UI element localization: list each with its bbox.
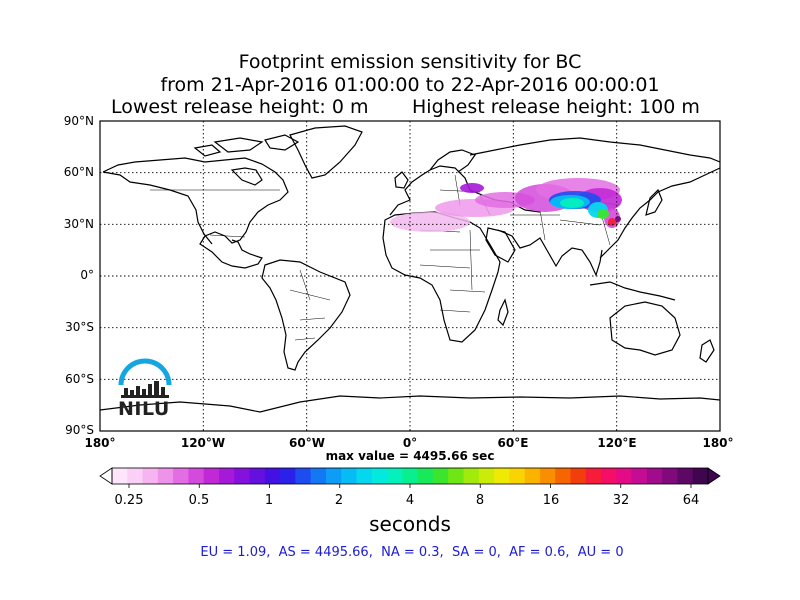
west-coast [102,171,213,245]
hudson-bay [230,167,263,186]
plume-blob [608,218,616,226]
new-zealand [699,339,715,363]
colorbar-tick-label: 0.5 [188,493,210,508]
emission-footprint-plume [390,178,622,232]
australia [609,301,681,356]
highest-release-height: Highest release height: 100 m [412,96,700,118]
logo-skyline [121,381,169,398]
lon-label: 180° [702,436,734,450]
indonesia [589,281,676,301]
map-frame [99,120,721,432]
south-america [261,259,351,371]
madagascar [497,298,509,327]
regional-stats: EU = 1.09, AS = 4495.66, NA = 0.3, SA = … [200,545,624,560]
lat-label: 60°S [65,372,94,386]
colorbar-tick-label: 64 [682,493,700,508]
nilu-logo [118,358,172,398]
map-title: Footprint emission sensitivity for BC [238,51,582,73]
colorbar-tick-label: 1 [264,493,274,508]
lowest-release-height: Lowest release height: 0 m [111,96,369,118]
logo-arc [118,358,172,386]
lon-label: 120°E [597,436,637,450]
nilu-logo-text: NILU [118,398,170,420]
north-america-coast [102,157,289,269]
arabian-peninsula [485,227,516,263]
scandinavia [429,149,476,173]
colorbar-tick-label: 2 [334,493,344,508]
colorbar-tick-label: 0.25 [114,493,144,508]
colorbar-unit-label: seconds [369,512,451,536]
plume-blob [460,183,484,193]
asia-south-coast [497,229,603,277]
plume-blob [597,209,609,219]
lat-label: 60°N [63,165,94,179]
asia-north-coast [469,137,720,163]
lon-label: 120°W [180,436,226,450]
map-date-range: from 21-Apr-2016 01:00:00 to 22-Apr-2016… [160,74,660,96]
greenland [289,125,363,179]
max-value-label: max value = 4495.66 sec [325,449,495,463]
colorbar-tick-label: 4 [405,493,415,508]
graticule [100,121,720,431]
lat-label: 30°S [65,320,94,334]
colorbar-tick-label: 8 [475,493,485,508]
map-layers [100,121,720,431]
colorbar-tick-label: 16 [542,493,560,508]
lon-label: 60°E [497,436,529,450]
lat-label: 0° [80,268,94,282]
japan [645,188,663,216]
lon-label: 180° [84,436,116,450]
plume-blob [560,198,584,208]
lon-label: 0° [402,436,418,450]
antarctica [100,395,720,413]
british-isles [394,171,409,189]
canadian-islands [193,134,300,157]
lat-label: 90°S [65,423,94,437]
coastlines [100,125,720,413]
lon-label: 60°W [289,436,325,450]
plume-blob [615,216,621,222]
colorbar-tick-label: 32 [612,493,630,508]
lat-label: 30°N [63,217,94,231]
lat-label: 90°N [63,114,94,128]
